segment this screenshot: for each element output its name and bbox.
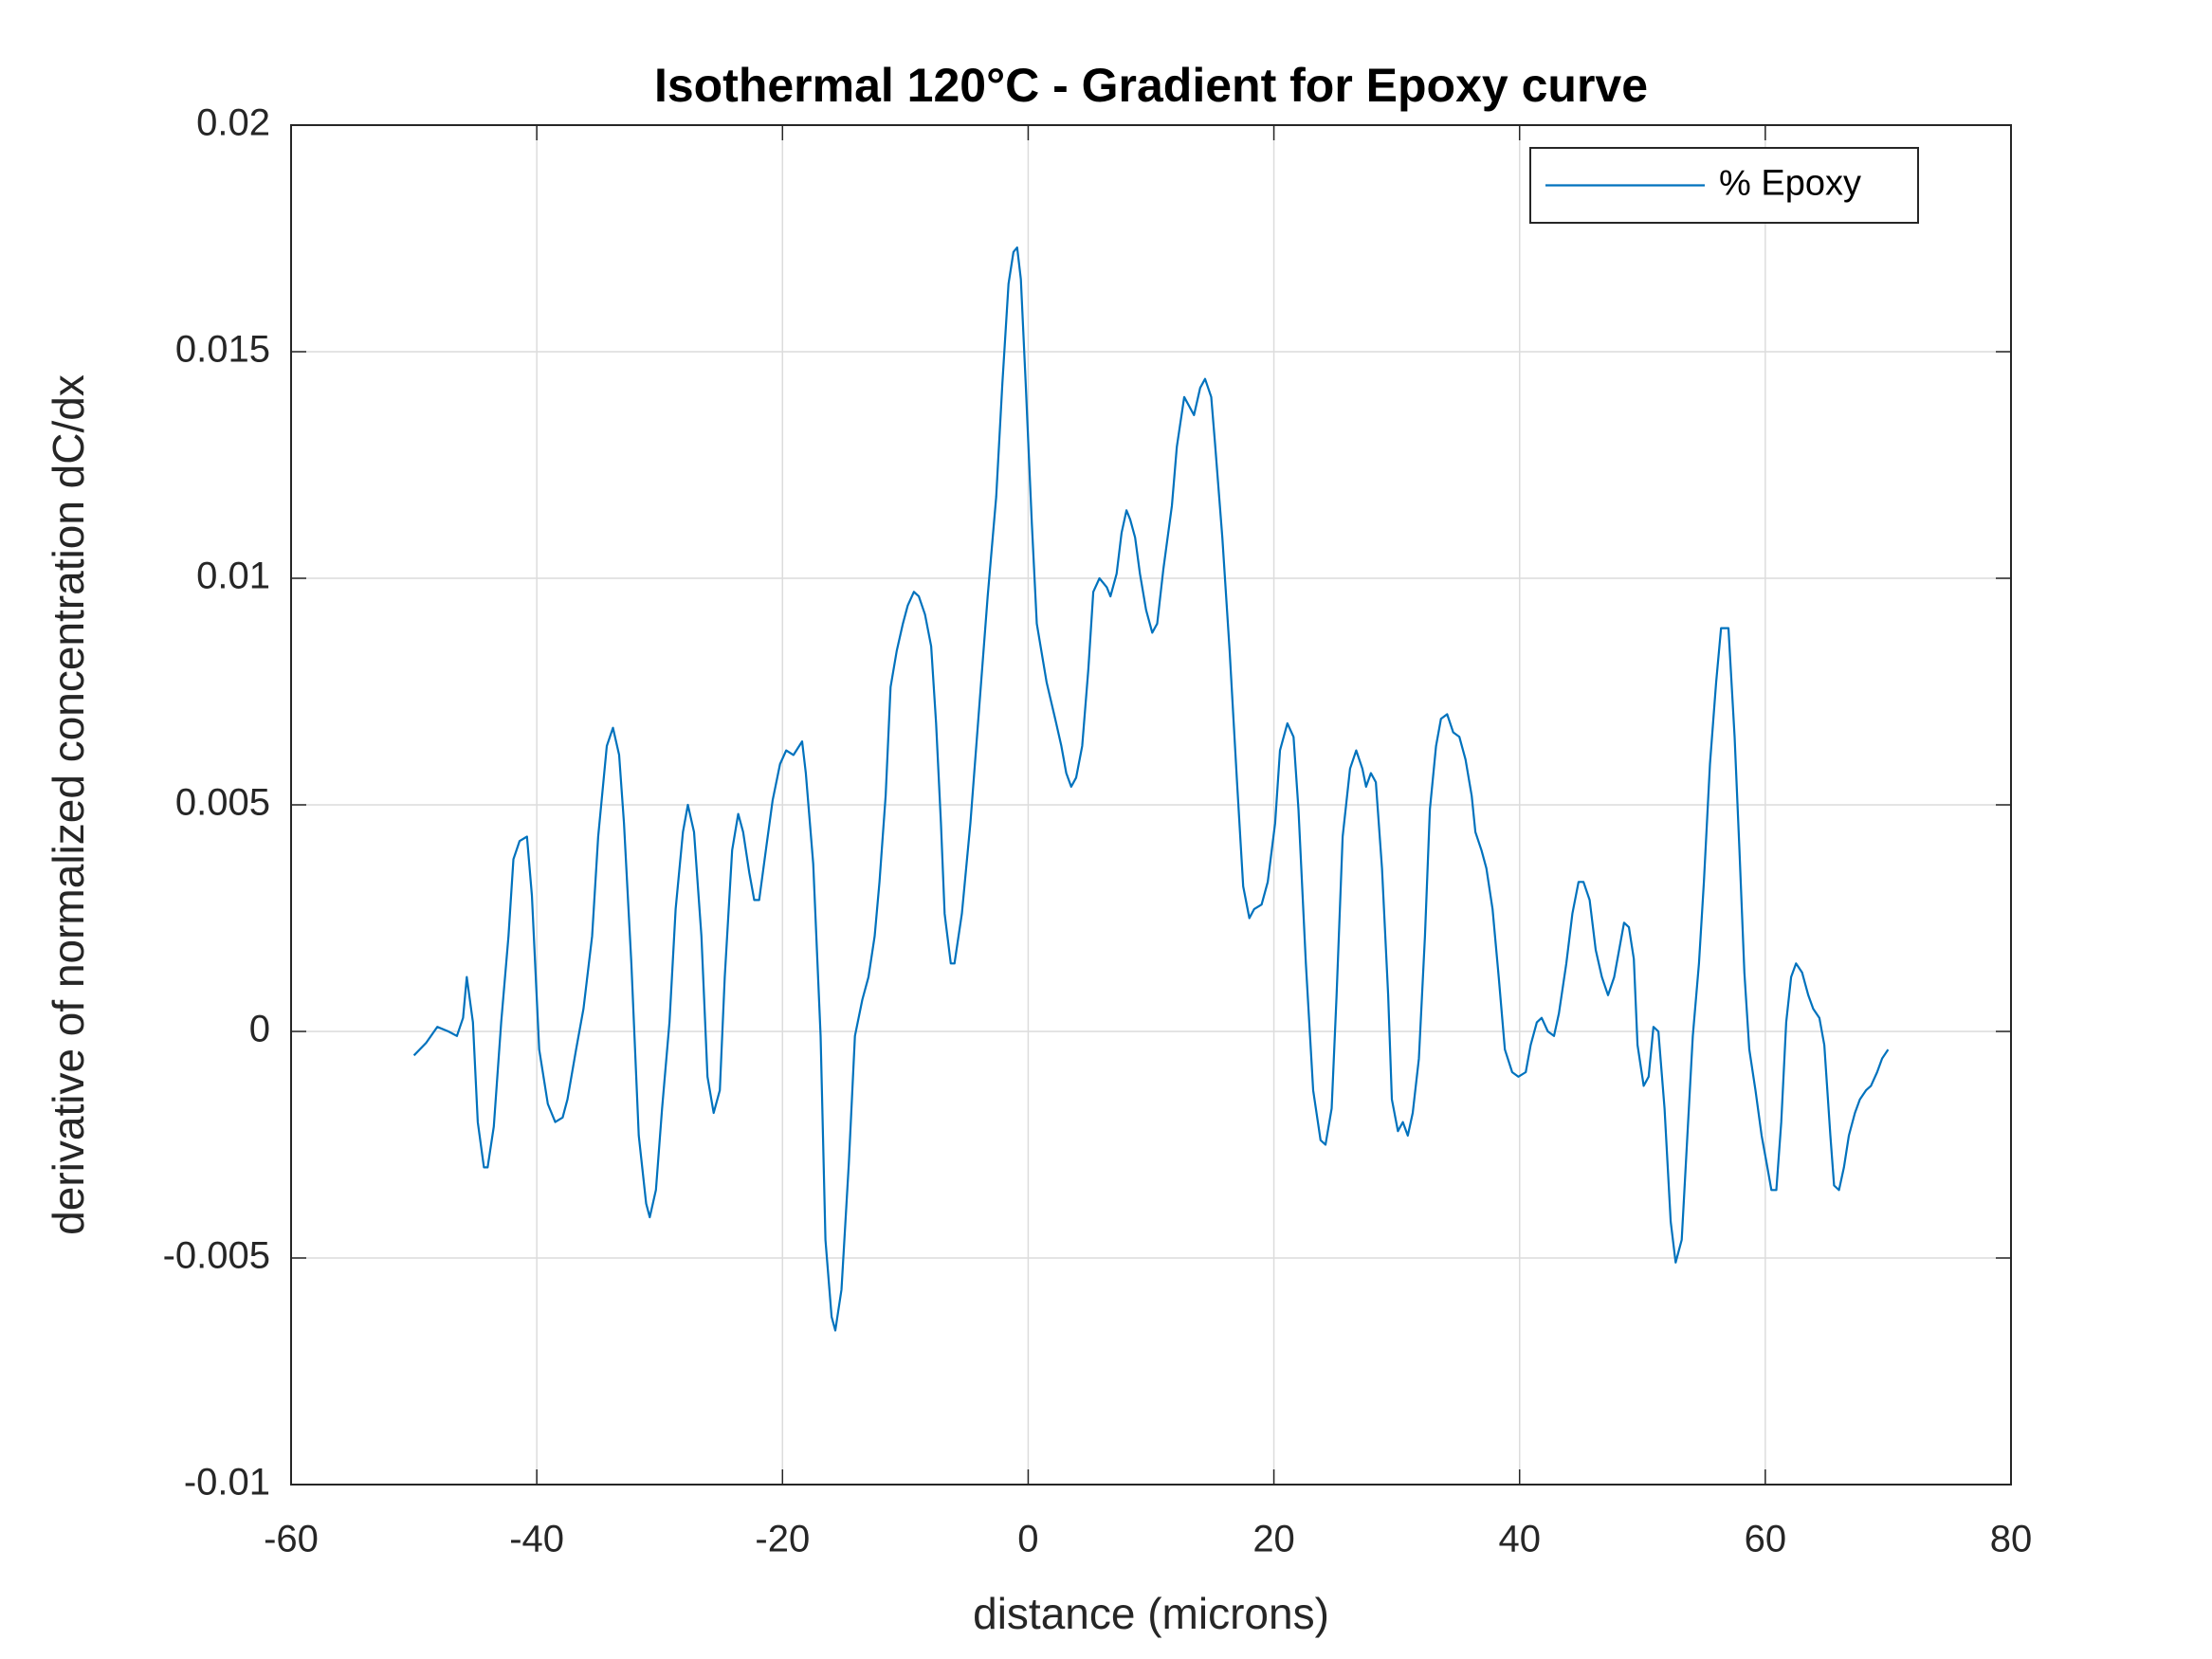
y-axis-label: derivative of normalized concentration d…: [44, 374, 93, 1235]
x-tick-label: 20: [1252, 1519, 1295, 1560]
y-tick-label: -0.005: [163, 1235, 270, 1277]
y-tick-label: 0.005: [175, 782, 270, 824]
x-tick-label: 40: [1498, 1519, 1541, 1560]
legend-label: % Epoxy: [1719, 164, 1861, 204]
x-tick-label: -20: [755, 1519, 810, 1560]
y-tick-label: 0.015: [175, 329, 270, 371]
x-tick-label: -40: [509, 1519, 564, 1560]
y-tick-label: -0.01: [184, 1462, 270, 1504]
y-tick-label: 0.01: [196, 556, 270, 597]
data-line: [412, 246, 1890, 1332]
x-tick-label: 0: [1017, 1519, 1038, 1560]
plot-frame: [290, 124, 2012, 1486]
x-tick-label: 80: [1990, 1519, 2033, 1560]
y-tick-label: 0.02: [196, 102, 270, 144]
chart-title: Isothermal 120°C - Gradient for Epoxy cu…: [654, 59, 1648, 112]
x-tick-label: -60: [264, 1519, 319, 1560]
x-axis-label: distance (microns): [973, 1589, 1329, 1638]
x-tick-label: 60: [1745, 1519, 1787, 1560]
y-tick-label: 0: [249, 1009, 270, 1050]
